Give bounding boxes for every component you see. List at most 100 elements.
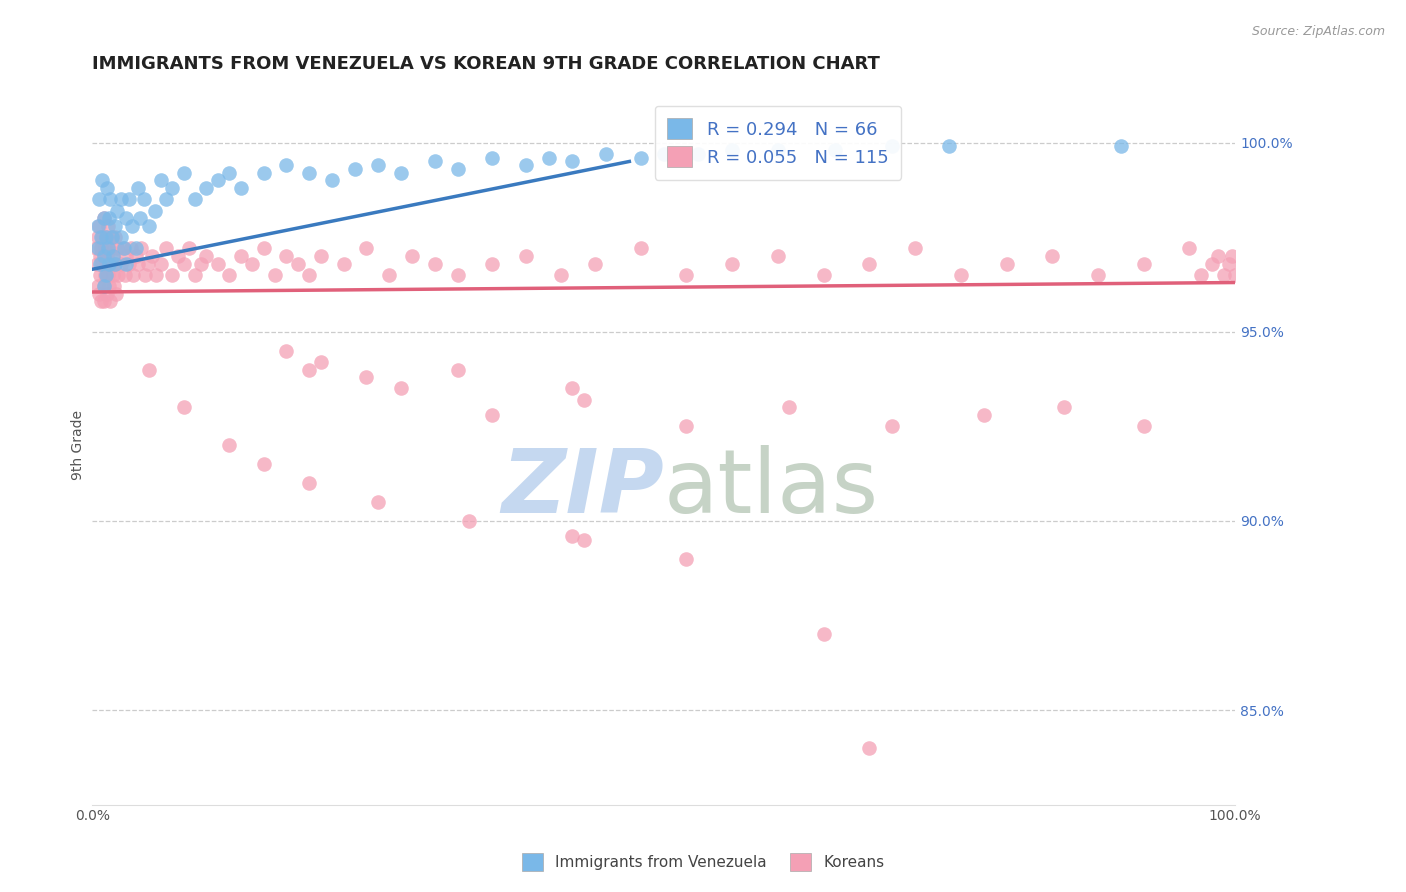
Point [112, 242, 135, 256]
Point [481, 257, 503, 271]
Point [112, 242, 135, 256]
Point [675, 419, 697, 434]
Point [1220, 249, 1243, 263]
Point [630, 242, 652, 256]
Point [332, 257, 354, 271]
Point [93, 211, 115, 226]
Point [973, 408, 995, 422]
Point [98, 257, 121, 271]
Point [110, 192, 132, 206]
Point [104, 257, 127, 271]
Point [824, 143, 846, 157]
Point [229, 249, 252, 263]
Point [882, 139, 904, 153]
Point [87, 230, 110, 244]
Point [167, 249, 190, 263]
Point [367, 495, 389, 509]
Point [87, 286, 110, 301]
Point [207, 257, 229, 271]
Point [84, 242, 107, 256]
Text: atlas: atlas [664, 445, 879, 532]
Point [104, 257, 127, 271]
Point [1189, 268, 1212, 282]
Point [721, 257, 744, 271]
Point [104, 230, 127, 244]
Point [118, 257, 141, 271]
Point [103, 279, 125, 293]
Point [309, 249, 332, 263]
Legend: R = 0.294   N = 66, R = 0.055   N = 115: R = 0.294 N = 66, R = 0.055 N = 115 [655, 105, 901, 180]
Point [89, 249, 111, 263]
Point [550, 268, 572, 282]
Point [100, 294, 122, 309]
Point [93, 249, 115, 263]
Point [101, 249, 124, 263]
Point [218, 438, 240, 452]
Point [401, 249, 423, 263]
Point [1132, 419, 1154, 434]
Point [179, 242, 201, 256]
Point [264, 268, 287, 282]
Point [89, 257, 111, 271]
Point [1109, 139, 1132, 153]
Point [101, 268, 124, 282]
Point [110, 257, 132, 271]
Point [91, 173, 114, 187]
Point [89, 268, 111, 282]
Point [173, 166, 195, 180]
Point [94, 230, 117, 244]
Point [904, 242, 927, 256]
Point [86, 257, 108, 271]
Point [321, 173, 343, 187]
Point [118, 192, 141, 206]
Point [298, 362, 321, 376]
Point [94, 242, 117, 256]
Point [97, 219, 120, 233]
Point [538, 151, 561, 165]
Point [131, 242, 153, 256]
Point [96, 181, 118, 195]
Point [949, 268, 972, 282]
Point [143, 203, 166, 218]
Point [100, 230, 122, 244]
Point [572, 392, 595, 407]
Point [195, 181, 218, 195]
Point [1178, 242, 1201, 256]
Point [595, 147, 617, 161]
Text: IMMIGRANTS FROM VENEZUELA VS KOREAN 9TH GRADE CORRELATION CHART: IMMIGRANTS FROM VENEZUELA VS KOREAN 9TH … [93, 55, 880, 73]
Point [173, 257, 195, 271]
Point [561, 154, 583, 169]
Point [98, 279, 121, 293]
Point [132, 192, 155, 206]
Point [127, 181, 149, 195]
Point [858, 257, 880, 271]
Point [105, 286, 128, 301]
Point [93, 279, 115, 293]
Point [675, 551, 697, 566]
Point [115, 249, 138, 263]
Point [481, 151, 503, 165]
Point [252, 457, 274, 471]
Point [995, 257, 1018, 271]
Point [93, 211, 115, 226]
Point [298, 268, 321, 282]
Point [93, 249, 115, 263]
Point [115, 211, 138, 226]
Point [447, 268, 470, 282]
Point [813, 627, 835, 641]
Point [97, 268, 120, 282]
Point [423, 154, 446, 169]
Point [423, 257, 446, 271]
Point [136, 257, 159, 271]
Point [813, 268, 835, 282]
Point [1206, 249, 1229, 263]
Point [91, 257, 114, 271]
Point [160, 181, 183, 195]
Point [766, 249, 789, 263]
Legend: Immigrants from Venezuela, Koreans: Immigrants from Venezuela, Koreans [516, 847, 890, 877]
Point [276, 343, 298, 358]
Point [207, 173, 229, 187]
Point [91, 230, 114, 244]
Point [458, 514, 481, 528]
Point [100, 192, 122, 206]
